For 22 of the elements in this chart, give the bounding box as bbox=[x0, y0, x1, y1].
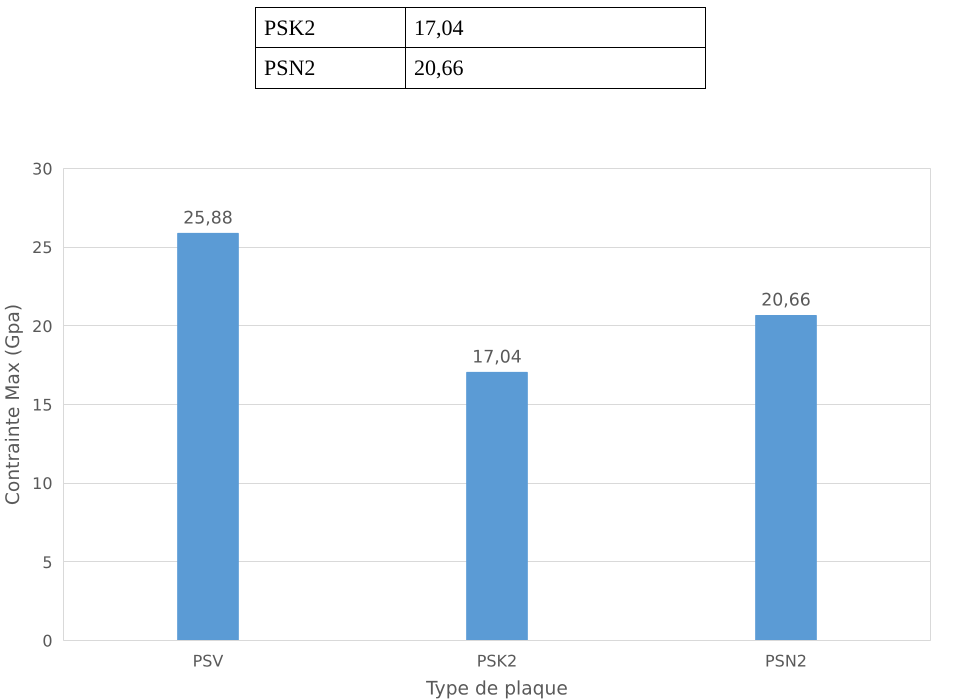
y-tick-label: 20 bbox=[32, 316, 52, 336]
y-tick-label: 15 bbox=[32, 396, 52, 414]
text: PSN2 bbox=[264, 55, 316, 80]
x-tick-label: PSV bbox=[192, 652, 224, 670]
bar bbox=[177, 232, 239, 640]
x-tick-label: PSK2 bbox=[476, 652, 518, 670]
y-tick-label: 25 bbox=[32, 238, 52, 258]
data-label: 20,66 bbox=[761, 290, 811, 310]
bar bbox=[755, 314, 817, 640]
y-axis-title: Contrainte Max (Gpa) bbox=[3, 304, 24, 506]
y-tick-label: 30 bbox=[32, 160, 52, 178]
bar bbox=[466, 372, 528, 640]
data-label: 25,88 bbox=[183, 208, 233, 228]
data-label: 17,04 bbox=[472, 347, 522, 368]
text: 17,04 bbox=[414, 15, 464, 40]
text: 20,66 bbox=[414, 55, 464, 80]
text: PSK2 bbox=[264, 15, 316, 40]
x-axis-title: Type de plaque bbox=[425, 678, 568, 699]
y-tick-label: 10 bbox=[32, 474, 52, 494]
x-tick-label: PSN2 bbox=[765, 652, 807, 670]
y-tick-label: 0 bbox=[42, 632, 53, 650]
y-tick-label: 5 bbox=[42, 552, 53, 572]
